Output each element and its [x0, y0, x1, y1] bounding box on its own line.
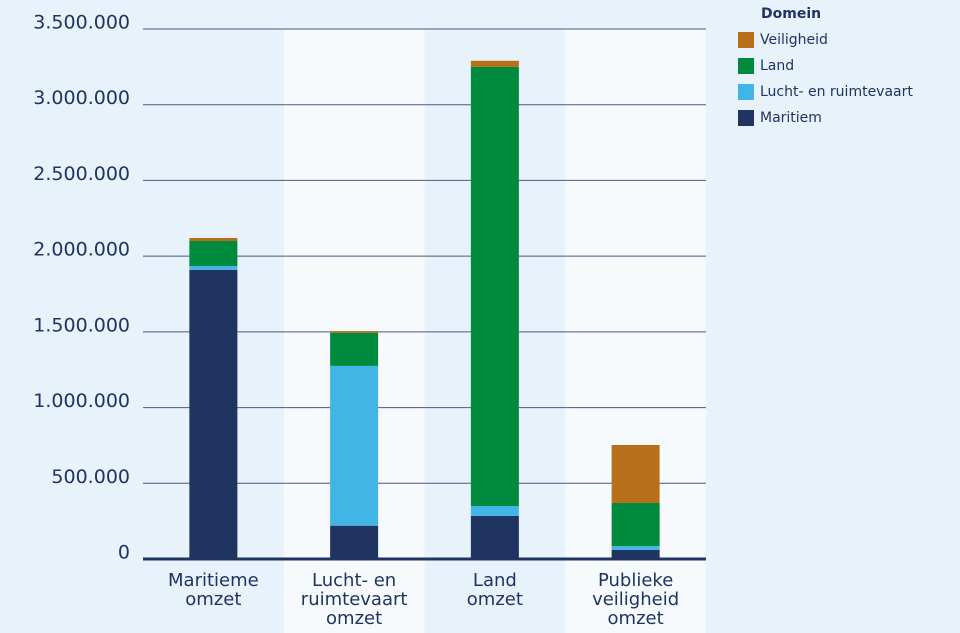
bar-segment — [189, 237, 238, 241]
legend-swatch — [738, 58, 754, 74]
legend-swatch — [738, 110, 754, 126]
y-tick-label: 2.500.000 — [33, 163, 130, 185]
y-tick-label: 2.000.000 — [33, 239, 130, 261]
legend-label: Veiligheid — [760, 32, 828, 48]
x-tick-label: ruimtevaart — [301, 589, 408, 610]
bar-segment — [330, 525, 379, 559]
y-tick-label: 1.500.000 — [33, 314, 130, 336]
bar-segment — [330, 365, 379, 526]
y-tick-label: 0 — [118, 542, 130, 564]
legend-swatch — [738, 84, 754, 100]
bar-segment — [611, 502, 660, 547]
x-tick-label: omzet — [467, 589, 523, 610]
x-tick-label: omzet — [185, 589, 241, 610]
legend-title: Domein — [761, 6, 821, 22]
bar-segment — [330, 332, 379, 366]
bar-segment — [330, 331, 379, 333]
x-tick-label: Publieke — [598, 570, 673, 591]
legend-label: Lucht- en ruimtevaart — [760, 84, 913, 100]
bar-segment — [611, 546, 660, 550]
x-tick-label: veiligheid — [592, 589, 679, 610]
y-tick-label: 1.000.000 — [33, 390, 130, 412]
bar-segment — [470, 66, 519, 506]
y-tick-label: 3.500.000 — [33, 12, 130, 34]
x-tick-label: omzet — [326, 608, 382, 629]
legend-label: Maritiem — [760, 110, 822, 126]
bar-segment — [611, 444, 660, 503]
legend-swatch — [738, 32, 754, 48]
bar-segment — [189, 241, 238, 266]
bar-segment — [470, 515, 519, 559]
y-tick-label: 3.000.000 — [33, 87, 130, 109]
x-tick-label: Lucht- en — [312, 570, 396, 591]
x-tick-label: Maritieme — [168, 570, 259, 591]
x-tick-label: omzet — [608, 608, 664, 629]
x-tick-label: Land — [473, 570, 517, 591]
bar-segment — [189, 265, 238, 270]
bar-segment — [470, 506, 519, 516]
y-tick-label: 500.000 — [51, 466, 130, 488]
bar-segment — [470, 60, 519, 67]
legend-label: Land — [760, 58, 794, 74]
bar-segment — [189, 269, 238, 559]
bar-segment — [611, 549, 660, 559]
